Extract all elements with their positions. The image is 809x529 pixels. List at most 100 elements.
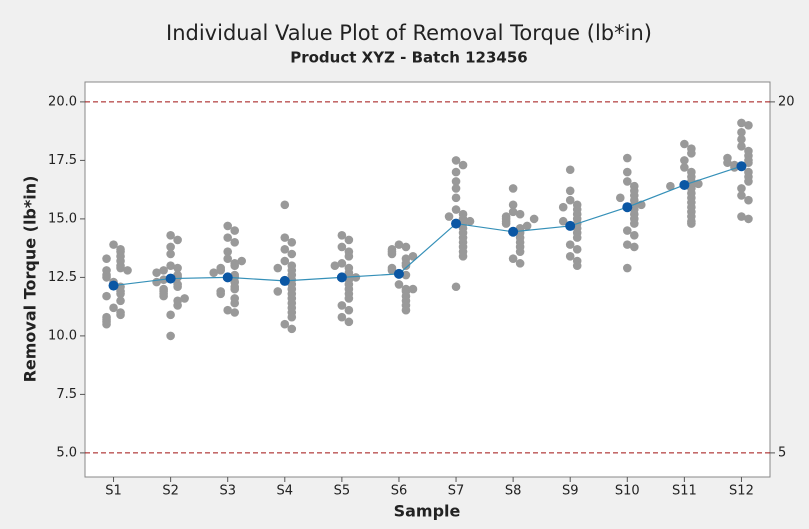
x-tick-label: S4 [277,484,294,499]
reference-label: 20 [778,94,795,109]
mean-marker [622,202,633,213]
data-point [680,156,689,165]
data-point [344,305,354,315]
data-point [666,181,675,191]
data-point [280,233,290,242]
data-point [287,324,297,334]
x-tick-label: S2 [162,484,179,499]
data-point [330,261,340,270]
data-point [401,261,411,270]
data-point [408,284,418,294]
mean-marker [451,218,462,229]
data-point [273,287,283,296]
data-point [337,259,347,268]
data-point [629,219,639,228]
data-point [744,158,753,168]
data-point [723,153,732,163]
data-point [173,235,182,245]
data-point [230,284,240,294]
data-point [508,184,518,193]
data-point [280,319,290,329]
data-point [230,237,240,247]
data-point [558,202,568,212]
data-point [522,221,532,231]
data-point [622,263,632,273]
data-point [116,263,125,273]
data-point [744,177,753,186]
data-point [387,249,397,259]
data-point [280,200,290,210]
data-point [216,289,226,299]
data-point [451,184,461,193]
data-point [173,282,182,292]
mean-marker [279,275,290,286]
data-point [508,254,518,263]
data-point [287,249,297,259]
data-point [401,242,411,252]
data-point [737,184,746,193]
data-point [152,268,161,278]
mean-marker [165,273,176,284]
data-point [622,177,632,186]
data-point [230,261,240,270]
y-tick-label: 7.5 [56,387,77,402]
data-point [687,149,696,158]
data-point [287,312,297,322]
data-point [687,219,696,228]
data-point [116,296,125,306]
data-point [558,216,568,226]
data-point [572,233,582,242]
data-point [344,235,354,245]
data-point [166,331,175,341]
data-point [394,240,404,249]
data-point [337,230,347,240]
x-tick-label: S10 [615,484,640,499]
data-point [458,160,468,170]
data-point [116,289,125,299]
x-tick-label: S8 [505,484,522,499]
data-point [166,249,175,259]
data-point [515,209,525,219]
data-point [102,291,111,301]
data-point [737,128,746,137]
data-point [451,193,461,203]
x-tick-label: S5 [334,484,351,499]
data-point [451,282,461,292]
data-point [572,245,582,254]
data-point [629,242,639,252]
data-point [565,165,575,175]
data-point [344,317,354,327]
data-point [223,233,233,242]
data-point [458,252,468,261]
data-point [216,266,226,275]
data-point [451,177,461,186]
data-point [737,118,746,128]
data-point [572,261,582,270]
data-point [515,259,525,268]
data-point [515,247,525,256]
mean-marker [508,226,519,237]
data-point [337,301,347,310]
data-point [230,298,240,308]
x-axis-title: Sample [394,502,461,521]
data-point [508,207,518,217]
y-tick-label: 20.0 [48,94,77,109]
data-point [159,266,168,275]
data-point [230,226,240,235]
data-point [159,291,168,301]
data-point [166,310,175,320]
mean-line [113,165,742,287]
data-point [565,186,575,196]
data-point [744,120,753,130]
data-point [166,242,175,252]
data-point [237,256,247,266]
x-tick-label: S3 [219,484,236,499]
y-tick-label: 12.5 [48,270,77,285]
data-point [223,254,233,263]
data-point [622,153,632,163]
y-axis-title: Removal Torque (lb*in) [21,176,40,383]
data-point [223,247,233,256]
mean-marker [108,280,119,291]
data-point [387,266,397,275]
